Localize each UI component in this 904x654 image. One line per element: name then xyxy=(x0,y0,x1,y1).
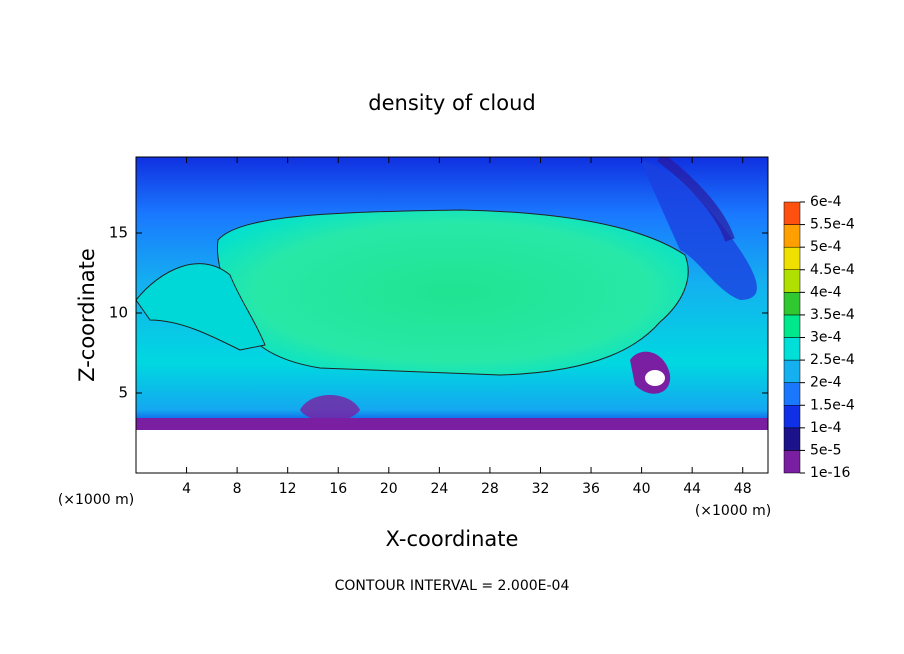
x-tick-label: 48 xyxy=(734,481,752,497)
plot-frame xyxy=(135,156,769,474)
x-tick-label: 8 xyxy=(233,481,242,497)
colorbar-label: 1e-16 xyxy=(810,465,850,481)
x-tick-label: 28 xyxy=(481,481,499,497)
colorbar-swatch xyxy=(783,269,801,293)
x-unit-label: (×1000 m) xyxy=(695,503,771,519)
colorbar-label: 4.5e-4 xyxy=(810,262,855,278)
x-unit-label: (×1000 m) xyxy=(58,492,134,508)
x-tick-label: 32 xyxy=(532,481,550,497)
x-tick-label: 24 xyxy=(430,481,448,497)
colorbar-swatch xyxy=(783,382,801,406)
colorbar-swatch xyxy=(783,450,801,474)
colorbar-label: 3e-4 xyxy=(810,330,842,346)
colorbar-swatch xyxy=(783,427,801,451)
y-tick-label: 10 xyxy=(109,304,128,322)
x-tick-label: 36 xyxy=(582,481,600,497)
colorbar-swatch xyxy=(783,405,801,429)
colorbar-label: 6e-4 xyxy=(810,194,842,210)
chart-title: density of cloud xyxy=(368,91,535,115)
colorbar-label: 1.5e-4 xyxy=(810,397,855,413)
x-tick-label: 12 xyxy=(279,481,297,497)
contour-field xyxy=(136,157,768,473)
colorbar-label: 5.5e-4 xyxy=(810,217,855,233)
colorbar-swatch xyxy=(783,314,801,338)
colorbar-swatch xyxy=(783,246,801,271)
colorbar-label: 5e-5 xyxy=(810,442,841,458)
colorbar-swatch xyxy=(783,224,801,248)
colorbar-label: 1e-4 xyxy=(810,420,842,436)
x-tick-label: 40 xyxy=(633,481,651,497)
y-tick-label: 15 xyxy=(109,224,128,242)
footer: CONTOUR INTERVAL = 2.000E-04 xyxy=(335,578,570,594)
colorbar-swatch xyxy=(783,337,801,361)
colorbar-label: 4e-4 xyxy=(810,284,842,300)
x-tick-label: 44 xyxy=(683,481,701,497)
colorbar-label: 2.5e-4 xyxy=(810,352,855,368)
x-tick-label: 4 xyxy=(182,481,191,497)
x-tick-label: 16 xyxy=(329,481,347,497)
x-axis-label: X-coordinate xyxy=(386,527,519,551)
colorbar-label: 3.5e-4 xyxy=(810,307,855,323)
colorbar-label: 2e-4 xyxy=(810,375,842,391)
colorbar-swatch xyxy=(783,292,801,316)
y-axis-label: Z-coordinate xyxy=(75,248,99,382)
colorbar-swatch xyxy=(783,201,801,225)
x-tick-label: 20 xyxy=(380,481,398,497)
y-tick-label: 5 xyxy=(118,384,128,402)
colorbar-label: 5e-4 xyxy=(810,239,842,255)
colorbar-swatch xyxy=(783,359,801,383)
